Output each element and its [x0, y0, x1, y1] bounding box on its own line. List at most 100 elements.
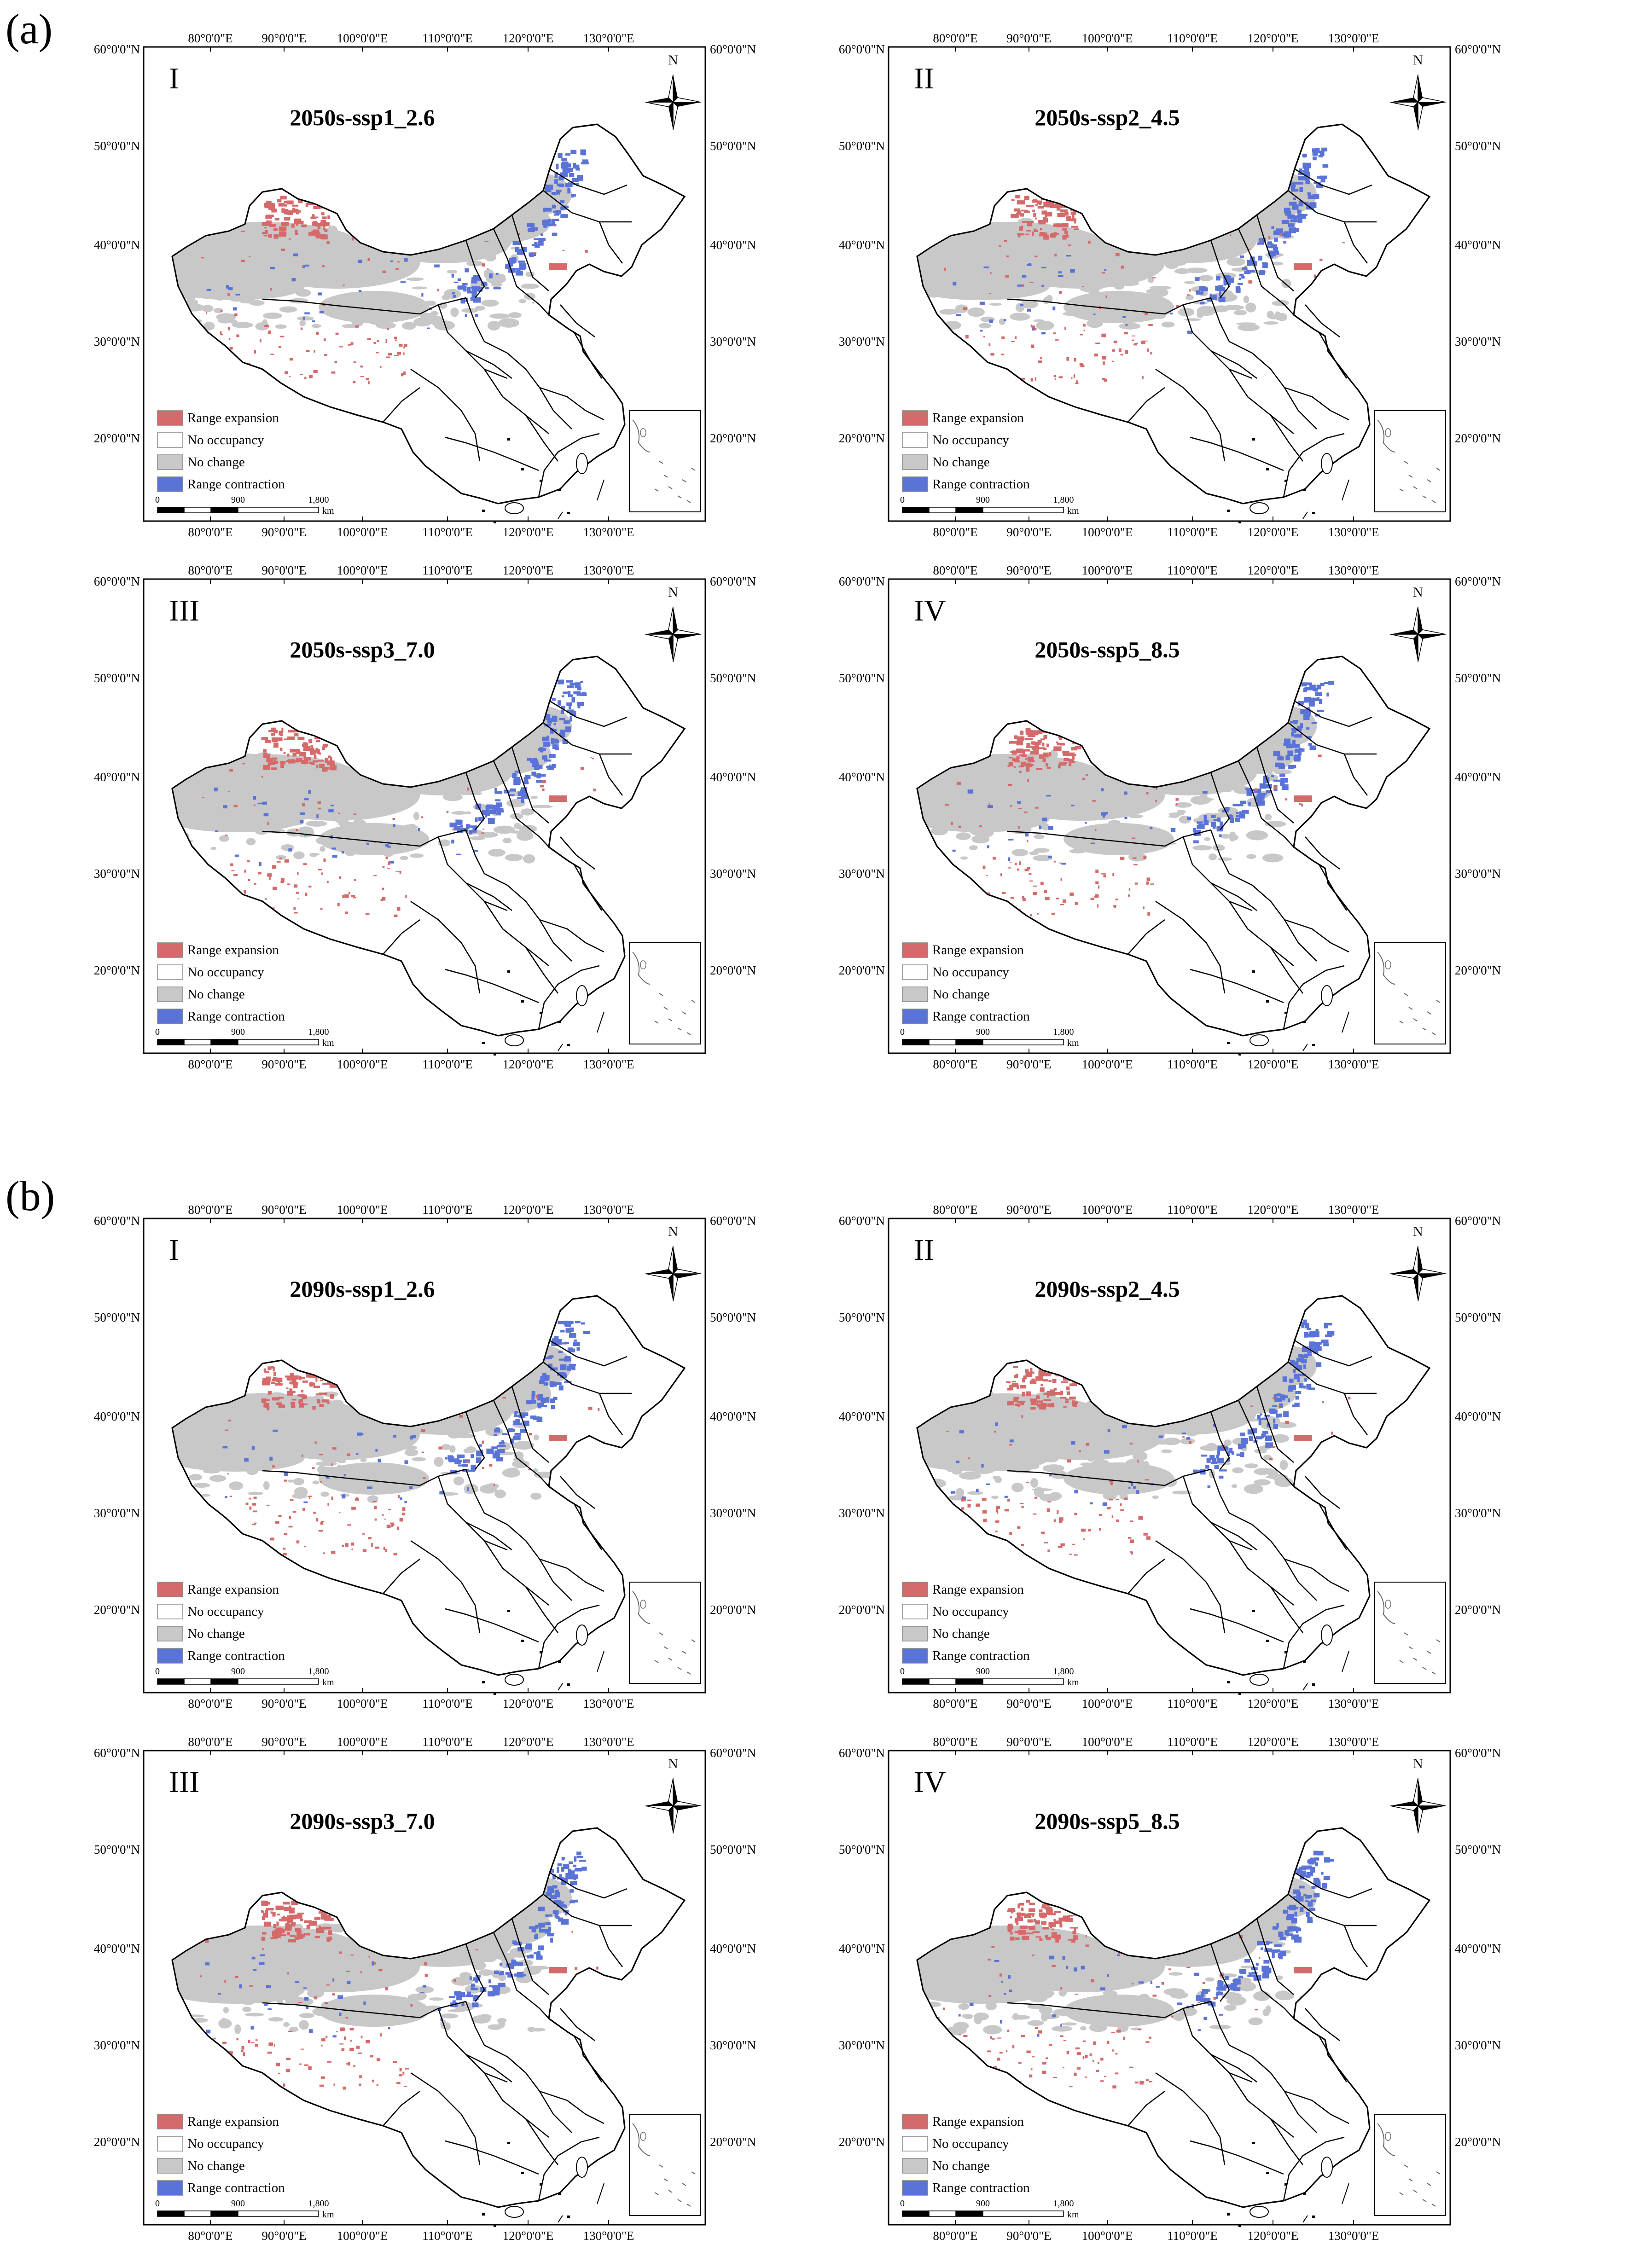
lon-label-top: 120°0'0"E	[1248, 563, 1299, 577]
scale-tick: 0	[155, 1666, 160, 1676]
panel-numeral: IV	[914, 1765, 946, 1799]
legend-label: No occupancy	[932, 2136, 1009, 2151]
lat-label-right: 20°0'0"N	[710, 2135, 756, 2149]
lat-label-right: 40°0'0"N	[710, 1942, 756, 1955]
lat-label-left: 60°0'0"N	[94, 574, 140, 588]
panel-numeral: II	[914, 62, 934, 95]
lat-label-left: 20°0'0"N	[839, 2135, 885, 2149]
lat-label-left: 60°0'0"N	[94, 42, 140, 56]
lat-label-left: 30°0'0"N	[94, 867, 140, 881]
legend-swatch	[902, 1582, 928, 1597]
scale-tick: 0	[155, 2198, 160, 2209]
lon-label-bottom: 90°0'0"E	[262, 525, 306, 539]
scale-tick: 900	[976, 495, 990, 505]
legend-label: Range expansion	[187, 1582, 279, 1597]
lon-label-bottom: 80°0'0"E	[933, 1697, 977, 1711]
north-label: N	[668, 52, 678, 68]
lon-label-bottom: 90°0'0"E	[1006, 525, 1051, 539]
lat-label-right: 30°0'0"N	[710, 867, 756, 881]
scale-unit: km	[322, 506, 334, 516]
lat-label-left: 20°0'0"N	[94, 963, 140, 977]
legend-swatch	[902, 1648, 928, 1664]
lon-label-top: 100°0'0"E	[337, 563, 388, 577]
scale-unit: km	[1067, 1677, 1079, 1688]
lon-label-bottom: 100°0'0"E	[337, 525, 388, 539]
lon-label-top: 80°0'0"E	[933, 563, 977, 577]
legend-swatch	[157, 454, 183, 470]
scale-tick: 0	[900, 2198, 905, 2209]
lon-label-bottom: 90°0'0"E	[1006, 1697, 1051, 1711]
legend-swatch	[157, 1648, 183, 1664]
legend-label: No occupancy	[187, 433, 264, 447]
lon-label-bottom: 130°0'0"E	[1328, 1697, 1379, 1711]
lat-label-right: 60°0'0"N	[1455, 574, 1501, 588]
lon-label-bottom: 120°0'0"E	[1248, 525, 1299, 539]
lat-label-left: 40°0'0"N	[94, 1410, 140, 1423]
legend-swatch	[902, 432, 928, 448]
lat-label-left: 20°0'0"N	[94, 2135, 140, 2149]
legend-swatch	[157, 986, 183, 1002]
scale-tick: 900	[231, 1666, 245, 1676]
legend-swatch	[157, 964, 183, 980]
legend-swatch	[157, 2180, 183, 2196]
lon-label-top: 90°0'0"E	[262, 1203, 306, 1217]
scale-tick: 0	[900, 1666, 905, 1676]
legend-swatch	[902, 964, 928, 980]
panel-title: 2090s-ssp3_7.0	[290, 1808, 435, 1834]
lon-label-bottom: 80°0'0"E	[933, 2229, 977, 2243]
panel-title: 2090s-ssp5_8.5	[1034, 1808, 1180, 1834]
panel-numeral: IV	[914, 594, 946, 627]
lon-label-top: 100°0'0"E	[1082, 31, 1133, 45]
legend-swatch	[902, 942, 928, 958]
legend-label: Range expansion	[187, 2114, 279, 2129]
scale-unit: km	[1067, 2210, 1079, 2220]
lon-label-bottom: 110°0'0"E	[1167, 2229, 1218, 2243]
lon-label-top: 100°0'0"E	[1082, 1203, 1133, 1217]
legend-swatch	[157, 410, 183, 426]
lat-label-right: 30°0'0"N	[710, 1506, 756, 1520]
panel-numeral: II	[914, 1233, 934, 1267]
lon-label-top: 80°0'0"E	[933, 1735, 977, 1749]
legend-label: No change	[932, 987, 990, 1002]
lon-label-top: 90°0'0"E	[262, 563, 306, 577]
lon-label-top: 90°0'0"E	[1006, 563, 1051, 577]
lat-label-left: 60°0'0"N	[839, 42, 885, 56]
legend-label: No change	[187, 2158, 245, 2173]
scale-tick: 1,800	[1053, 1666, 1074, 1676]
lat-label-left: 30°0'0"N	[839, 2038, 885, 2052]
panel-numeral: I	[169, 62, 179, 95]
lon-label-bottom: 80°0'0"E	[188, 2229, 232, 2243]
map-panel-0-0: 80°0'0"E 80°0'0"E 90°0'0"E 90°0'0"E 100°0'0"…	[94, 31, 756, 539]
panel-title: 2050s-ssp3_7.0	[290, 637, 435, 662]
legend-swatch	[902, 454, 928, 470]
lon-label-top: 100°0'0"E	[1082, 1735, 1133, 1749]
lat-label-right: 50°0'0"N	[710, 1843, 756, 1856]
lat-label-left: 30°0'0"N	[839, 1506, 885, 1520]
lat-label-left: 50°0'0"N	[94, 1311, 140, 1324]
panel-title: 2090s-ssp2_4.5	[1034, 1276, 1180, 1302]
lon-label-bottom: 100°0'0"E	[1082, 1697, 1133, 1711]
lat-label-right: 40°0'0"N	[1455, 770, 1501, 784]
scale-tick: 1,800	[308, 495, 329, 505]
scale-tick: 900	[231, 495, 245, 505]
legend-swatch	[157, 2136, 183, 2152]
lat-label-right: 60°0'0"N	[710, 1214, 756, 1228]
lat-label-left: 30°0'0"N	[839, 867, 885, 881]
panel-numeral: III	[169, 594, 199, 627]
lon-label-bottom: 80°0'0"E	[188, 1057, 232, 1071]
lon-label-bottom: 120°0'0"E	[1248, 2229, 1299, 2243]
lat-label-left: 20°0'0"N	[94, 431, 140, 445]
lon-label-top: 110°0'0"E	[1167, 563, 1218, 577]
lon-label-top: 130°0'0"E	[583, 563, 634, 577]
lat-label-right: 50°0'0"N	[710, 1311, 756, 1324]
lon-label-top: 120°0'0"E	[503, 1203, 554, 1217]
legend-label: Range contraction	[932, 477, 1030, 492]
lat-label-right: 60°0'0"N	[710, 42, 756, 56]
scale-tick: 1,800	[1053, 1027, 1074, 1037]
lon-label-bottom: 90°0'0"E	[262, 1697, 306, 1711]
lon-label-top: 80°0'0"E	[933, 31, 977, 45]
scale-tick: 1,800	[1053, 495, 1074, 505]
north-arrow-icon	[1390, 74, 1446, 130]
lon-label-top: 110°0'0"E	[1167, 1203, 1218, 1217]
